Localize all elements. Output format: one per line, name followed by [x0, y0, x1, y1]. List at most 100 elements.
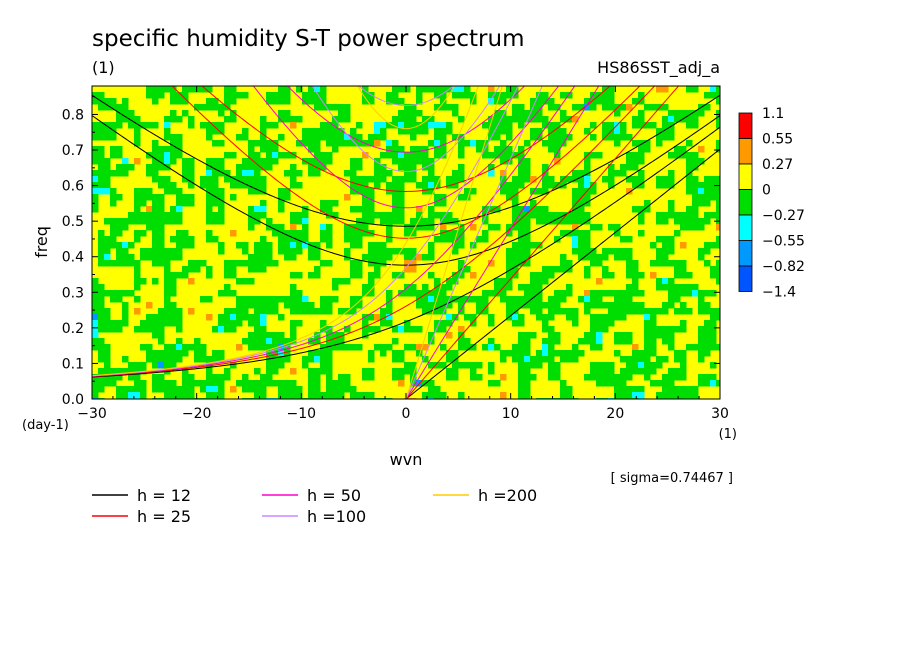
field-cell — [236, 380, 243, 387]
field-cell — [134, 122, 141, 129]
field-cell — [248, 386, 255, 393]
field-cell — [326, 374, 333, 381]
field-cell — [290, 386, 297, 393]
field-cell — [116, 224, 123, 231]
field-cell — [362, 188, 369, 195]
field-cell — [356, 302, 363, 309]
field-cell — [644, 320, 651, 327]
field-cell — [164, 278, 171, 285]
colorbar-label: 0.27 — [762, 157, 793, 173]
field-cell — [296, 308, 303, 315]
field-cell — [152, 224, 159, 231]
field-cell — [446, 368, 453, 375]
field-cell — [698, 254, 705, 261]
field-cell — [548, 182, 555, 189]
field-cell — [470, 362, 477, 369]
field-cell — [716, 206, 720, 213]
field-cell — [608, 98, 615, 105]
field-cell — [716, 272, 720, 279]
field-cell — [236, 308, 243, 315]
field-cell — [572, 236, 579, 243]
field-cell — [560, 218, 567, 225]
field-cell — [608, 176, 615, 183]
field-cell — [674, 116, 681, 123]
field-cell — [380, 320, 387, 327]
field-cell — [488, 122, 495, 129]
field-cell — [416, 344, 423, 351]
field-cell — [224, 314, 231, 321]
field-cell — [428, 206, 435, 213]
field-cell — [536, 296, 543, 303]
field-cell — [272, 224, 279, 231]
field-cell — [554, 218, 561, 225]
field-cell — [506, 188, 513, 195]
field-cell — [674, 308, 681, 315]
field-cell — [170, 140, 177, 147]
field-cell — [224, 116, 231, 123]
field-cell — [182, 176, 189, 183]
field-cell — [512, 116, 519, 123]
field-cell — [320, 92, 327, 99]
field-cell — [686, 290, 693, 297]
field-cell — [152, 170, 159, 177]
field-cell — [542, 98, 549, 105]
field-cell — [452, 182, 459, 189]
field-cell — [632, 362, 639, 369]
field-cell — [296, 212, 303, 219]
field-cell — [572, 344, 579, 351]
field-cell — [92, 170, 99, 177]
field-cell — [98, 326, 105, 333]
field-cell — [98, 248, 105, 255]
field-cell — [158, 230, 165, 237]
gravity-wave-curve-n2 — [357, 86, 455, 106]
field-cell — [500, 290, 507, 297]
field-cell — [458, 308, 465, 315]
field-cell — [320, 98, 327, 105]
field-cell — [140, 326, 147, 333]
field-cell — [530, 128, 537, 135]
field-cell — [416, 290, 423, 297]
field-cell — [554, 236, 561, 243]
field-cell — [242, 176, 249, 183]
field-cell — [386, 140, 393, 147]
field-cell — [188, 308, 195, 315]
field-cell — [542, 344, 549, 351]
field-cell — [332, 344, 339, 351]
field-cell — [524, 386, 531, 393]
field-cell — [356, 260, 363, 267]
field-cell — [494, 380, 501, 387]
field-cell — [488, 128, 495, 135]
field-cell — [230, 92, 237, 99]
field-cell — [170, 392, 177, 399]
field-cell — [350, 206, 357, 213]
field-cell — [122, 368, 129, 375]
field-cell — [182, 86, 189, 93]
field-cell — [428, 248, 435, 255]
field-cell — [164, 116, 171, 123]
field-cell — [236, 260, 243, 267]
field-cell — [524, 392, 531, 399]
field-cell — [362, 284, 369, 291]
field-cell — [326, 104, 333, 111]
field-cell — [152, 98, 159, 105]
field-cell — [416, 98, 423, 105]
field-cell — [248, 218, 255, 225]
field-cell — [662, 104, 669, 111]
field-cell — [386, 308, 393, 315]
field-cell — [428, 86, 435, 93]
field-cell — [134, 230, 141, 237]
field-cell — [476, 140, 483, 147]
field-cell — [446, 122, 453, 129]
field-cell — [656, 182, 663, 189]
field-cell — [554, 332, 561, 339]
field-cell — [518, 338, 525, 345]
field-cell — [128, 386, 135, 393]
field-cell — [458, 344, 465, 351]
field-cell — [710, 332, 717, 339]
field-cell — [98, 350, 105, 357]
field-cell — [596, 374, 603, 381]
field-cell — [110, 296, 117, 303]
field-cell — [320, 326, 327, 333]
field-cell — [296, 170, 303, 177]
field-cell — [164, 344, 171, 351]
